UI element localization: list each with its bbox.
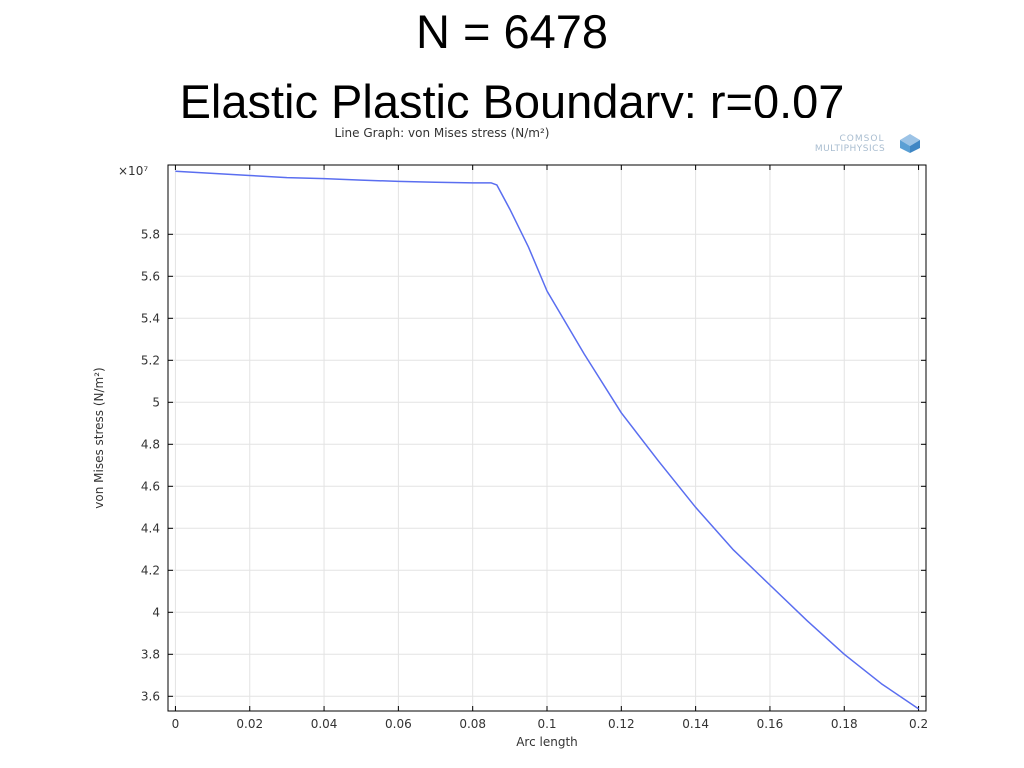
x-tick-label: 0.1	[537, 717, 556, 731]
y-tick-label: 3.8	[141, 647, 160, 661]
logo-cube-icon	[900, 134, 920, 153]
y-tick-label: 4	[152, 605, 160, 619]
x-tick-label: 0.16	[757, 717, 784, 731]
x-tick-label: 0.08	[459, 717, 486, 731]
x-tick-label: 0	[172, 717, 180, 731]
y-tick-label: 4.8	[141, 437, 160, 451]
logo-text-multiphysics: MULTIPHYSICS	[815, 144, 885, 154]
x-tick-label: 0.06	[385, 717, 412, 731]
x-tick-label: 0.2	[909, 717, 928, 731]
plot-frame	[167, 164, 927, 712]
chart-title: Line Graph: von Mises stress (N/m²)	[335, 126, 550, 140]
y-tick-label: 5	[152, 395, 160, 409]
y-axis-label: von Mises stress (N/m²)	[92, 367, 106, 508]
y-tick-label: 5.8	[141, 227, 160, 241]
y-tick-label: 3.6	[141, 689, 160, 703]
x-tick-label: 0.12	[608, 717, 635, 731]
y-tick-label: 5.6	[141, 269, 160, 283]
x-axis-label: Arc length	[516, 735, 578, 749]
slide-title-line-2: Elastic Plastic Boundary: r=0.07	[179, 78, 845, 118]
y-tick-label: 4.6	[141, 479, 160, 493]
y-tick-label: 5.4	[141, 311, 160, 325]
slide-title-line-1: N = 6478	[415, 5, 609, 58]
logo-text-comsol: COMSOL	[840, 134, 885, 144]
y-axis-multiplier: ×10⁷	[118, 164, 148, 178]
chart-ticks: 0 0.02 0.04 0.06 0.08 0.1 0.12 0.14 0.16 0.18 0.2 3…	[141, 165, 928, 731]
y-tick-label: 4.4	[141, 521, 160, 535]
y-tick-label: 5.2	[141, 353, 160, 367]
x-tick-label: 0.04	[311, 717, 338, 731]
x-tick-label: 0.14	[682, 717, 709, 731]
chart-grid	[168, 165, 926, 711]
comsol-logo: COMSOL MULTIPHYSICS	[815, 134, 920, 154]
x-tick-label: 0.02	[236, 717, 263, 731]
y-tick-label: 4.2	[141, 563, 160, 577]
x-tick-label: 0.18	[831, 717, 858, 731]
chart-series	[175, 170, 920, 710]
series-line-von-mises-stress	[175, 170, 920, 710]
